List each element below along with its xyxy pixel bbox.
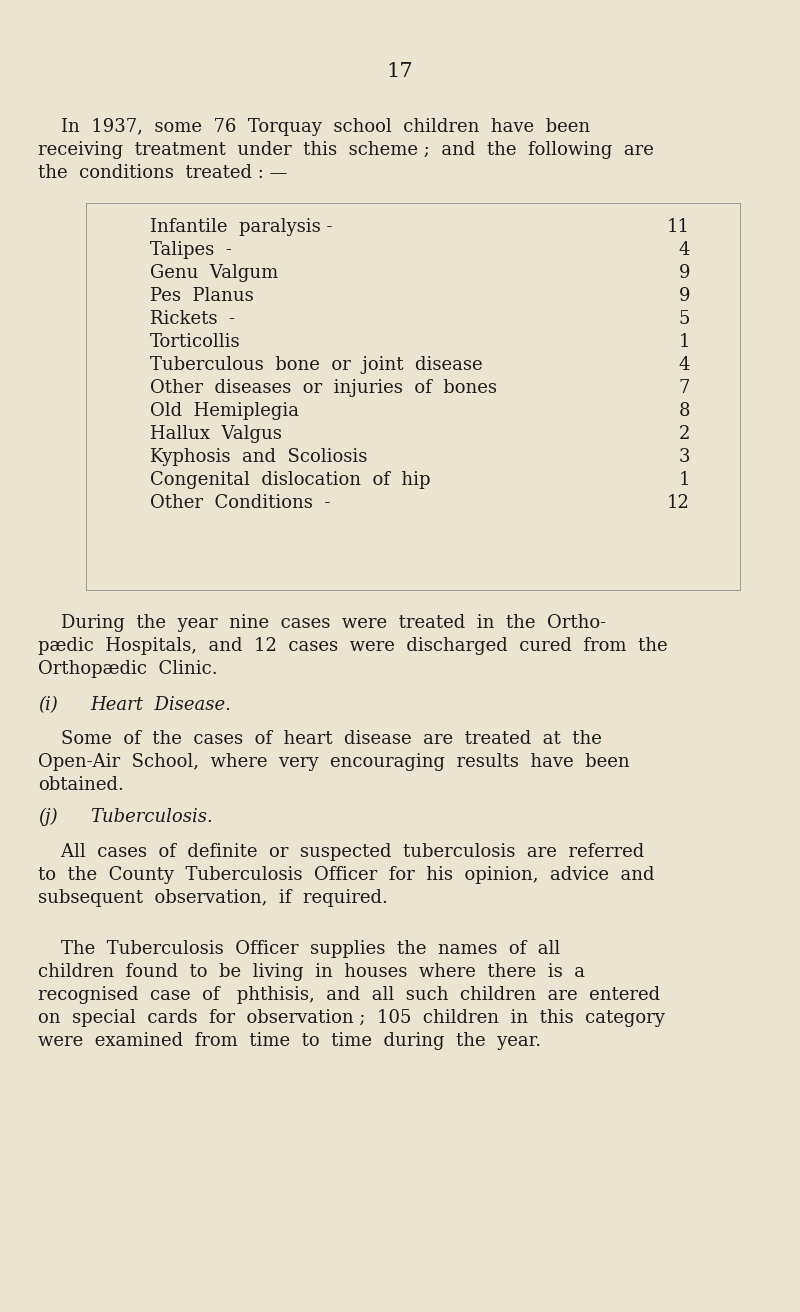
Text: Infantile  paralysis -: Infantile paralysis - bbox=[150, 218, 333, 236]
Text: the  conditions  treated : —: the conditions treated : — bbox=[38, 164, 287, 182]
Text: 12: 12 bbox=[667, 495, 690, 512]
Text: pædic  Hospitals,  and  12  cases  were  discharged  cured  from  the: pædic Hospitals, and 12 cases were disch… bbox=[38, 638, 668, 655]
Text: Open-Air  School,  where  very  encouraging  results  have  been: Open-Air School, where very encouraging … bbox=[38, 753, 630, 771]
Text: (i): (i) bbox=[38, 695, 58, 714]
Text: obtained.: obtained. bbox=[38, 775, 124, 794]
Text: 7: 7 bbox=[678, 379, 690, 398]
Text: 1: 1 bbox=[678, 333, 690, 352]
Text: Orthopædic  Clinic.: Orthopædic Clinic. bbox=[38, 660, 218, 678]
Text: The  Tuberculosis  Officer  supplies  the  names  of  all: The Tuberculosis Officer supplies the na… bbox=[38, 939, 560, 958]
Text: Pes  Planus: Pes Planus bbox=[150, 287, 254, 304]
Text: During  the  year  nine  cases  were  treated  in  the  Ortho-: During the year nine cases were treated … bbox=[38, 614, 606, 632]
Text: 11: 11 bbox=[667, 218, 690, 236]
Text: 4: 4 bbox=[678, 356, 690, 374]
Text: on  special  cards  for  observation ;  105  children  in  this  category: on special cards for observation ; 105 c… bbox=[38, 1009, 665, 1027]
Text: 3: 3 bbox=[678, 447, 690, 466]
Text: 8: 8 bbox=[678, 401, 690, 420]
Text: Other  Conditions  -: Other Conditions - bbox=[150, 495, 330, 512]
Text: In  1937,  some  76  Torquay  school  children  have  been: In 1937, some 76 Torquay school children… bbox=[38, 118, 590, 136]
Text: to  the  County  Tuberculosis  Officer  for  his  opinion,  advice  and: to the County Tuberculosis Officer for h… bbox=[38, 866, 654, 884]
Text: were  examined  from  time  to  time  during  the  year.: were examined from time to time during t… bbox=[38, 1033, 541, 1050]
Text: All  cases  of  definite  or  suspected  tuberculosis  are  referred: All cases of definite or suspected tuber… bbox=[38, 844, 644, 861]
Text: children  found  to  be  living  in  houses  where  there  is  a: children found to be living in houses wh… bbox=[38, 963, 585, 981]
Text: Tuberculous  bone  or  joint  disease: Tuberculous bone or joint disease bbox=[150, 356, 482, 374]
Text: 2: 2 bbox=[678, 425, 690, 443]
Text: 5: 5 bbox=[678, 310, 690, 328]
Text: Torticollis: Torticollis bbox=[150, 333, 241, 352]
Text: Some  of  the  cases  of  heart  disease  are  treated  at  the: Some of the cases of heart disease are t… bbox=[38, 729, 602, 748]
Text: Heart  Disease.: Heart Disease. bbox=[90, 695, 231, 714]
Text: Tuberculosis.: Tuberculosis. bbox=[90, 808, 213, 827]
Text: receiving  treatment  under  this  scheme ;  and  the  following  are: receiving treatment under this scheme ; … bbox=[38, 140, 654, 159]
Text: Talipes  -: Talipes - bbox=[150, 241, 232, 258]
Text: Kyphosis  and  Scoliosis: Kyphosis and Scoliosis bbox=[150, 447, 367, 466]
Text: 4: 4 bbox=[678, 241, 690, 258]
Text: Rickets  -: Rickets - bbox=[150, 310, 235, 328]
Text: Congenital  dislocation  of  hip: Congenital dislocation of hip bbox=[150, 471, 430, 489]
Text: Old  Hemiplegia: Old Hemiplegia bbox=[150, 401, 299, 420]
Text: 9: 9 bbox=[678, 264, 690, 282]
Text: 17: 17 bbox=[386, 62, 414, 81]
Text: (j): (j) bbox=[38, 808, 58, 827]
Text: 9: 9 bbox=[678, 287, 690, 304]
Text: subsequent  observation,  if  required.: subsequent observation, if required. bbox=[38, 890, 388, 907]
Text: Other  diseases  or  injuries  of  bones: Other diseases or injuries of bones bbox=[150, 379, 497, 398]
Text: 1: 1 bbox=[678, 471, 690, 489]
Text: recognised  case  of   phthisis,  and  all  such  children  are  entered: recognised case of phthisis, and all suc… bbox=[38, 987, 660, 1004]
Text: Hallux  Valgus: Hallux Valgus bbox=[150, 425, 282, 443]
Text: Genu  Valgum: Genu Valgum bbox=[150, 264, 278, 282]
